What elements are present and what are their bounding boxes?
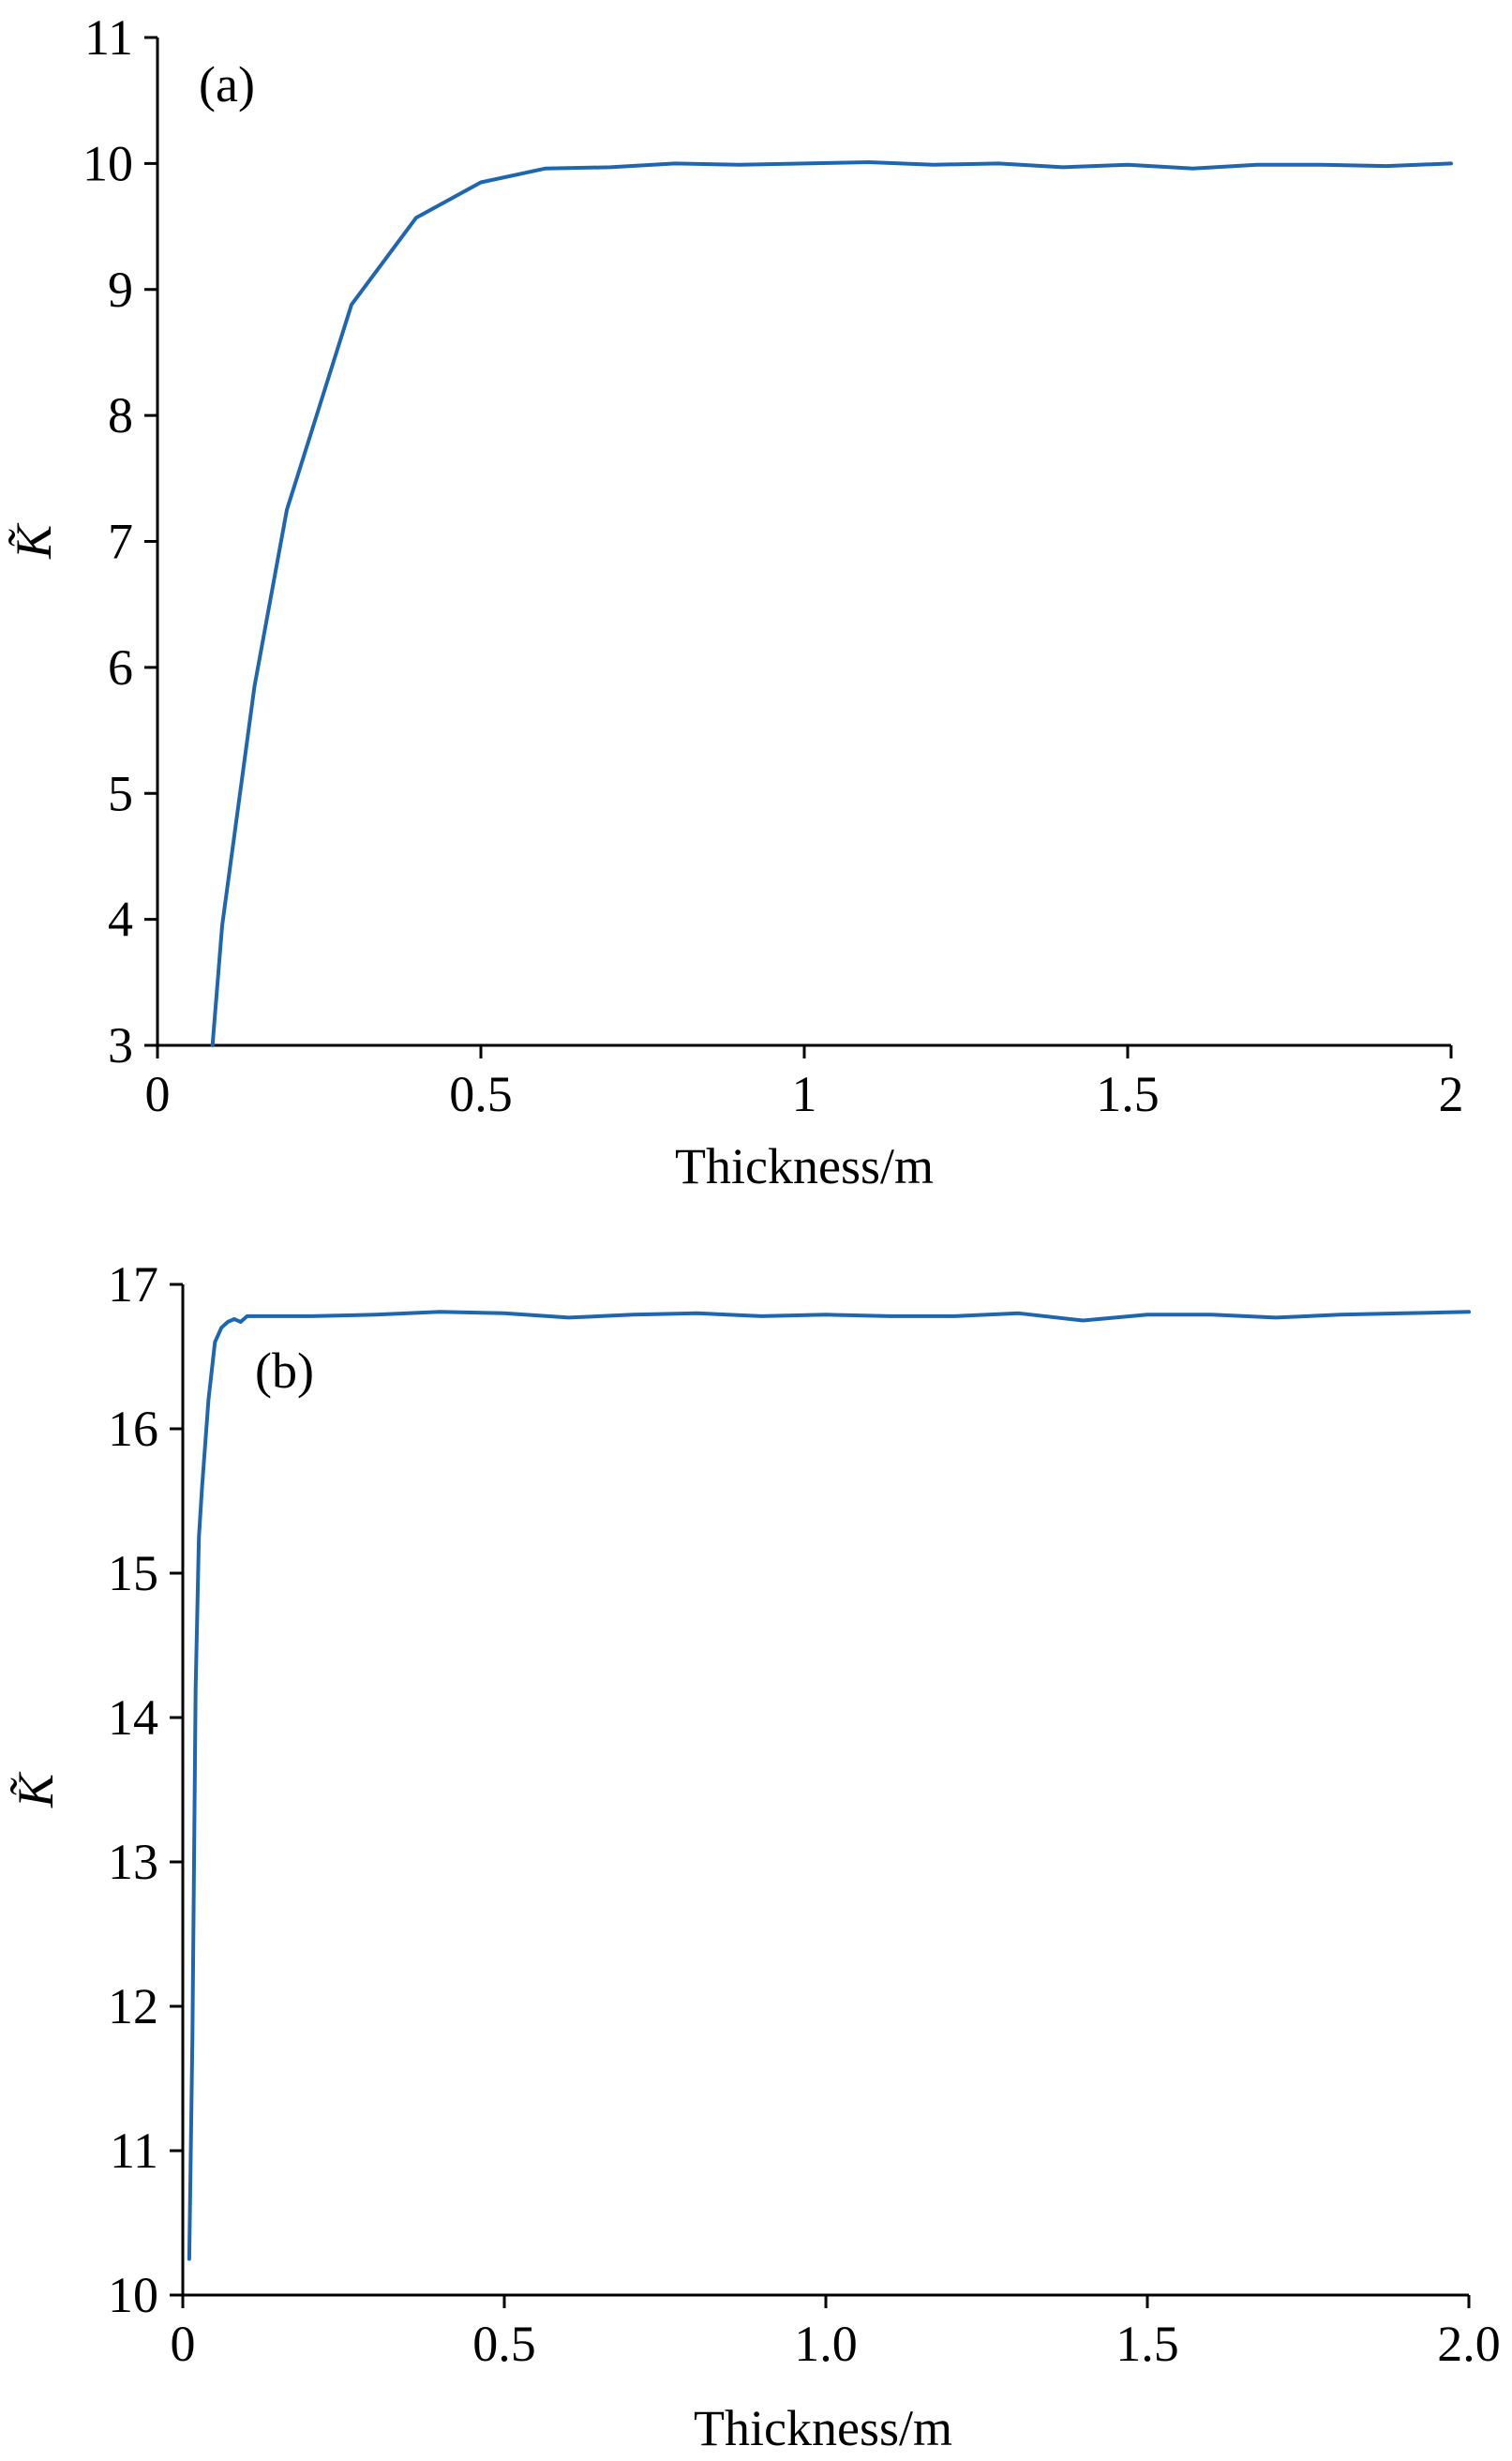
y-axis-line — [156, 38, 1451, 1047]
y-tick-label: 16 — [108, 1401, 158, 1457]
y-tick-label: 12 — [108, 1978, 158, 2034]
x-tick-label: 1.0 — [794, 2316, 858, 2372]
y-axis-title: K̃ — [6, 522, 62, 560]
y-tick-label: 10 — [108, 2267, 158, 2323]
y-tick-label: 6 — [108, 639, 133, 696]
y-tick-label: 4 — [108, 892, 133, 948]
x-tick-label: 1.5 — [1115, 2316, 1179, 2372]
y-tick-label: 7 — [108, 514, 133, 570]
y-tick-label: 11 — [84, 9, 133, 66]
x-tick-label: 2.0 — [1437, 2316, 1501, 2372]
x-tick-label: 2 — [1439, 1066, 1464, 1122]
series-line — [187, 1310, 1471, 2261]
y-tick-label: 11 — [110, 2123, 158, 2179]
x-tick-label: 1.5 — [1096, 1066, 1160, 1122]
y-tick-label: 17 — [108, 1256, 158, 1313]
x-axis-title: Thickness/m — [675, 1138, 934, 1194]
y-tick-label: 9 — [108, 262, 133, 318]
series-line — [210, 160, 1453, 1047]
chart-panel-a: 3 4 5 6 7 8 9 10 11 0 0.5 1 1.5 2 (a) Thickness/m K̃ — [6, 9, 1464, 1194]
y-tick-label: 10 — [82, 135, 133, 191]
x-tick-label: 0.5 — [449, 1066, 513, 1122]
panel-label: (b) — [255, 1343, 314, 1399]
panel-label: (a) — [199, 56, 255, 113]
x-tick-label: 1 — [792, 1066, 817, 1122]
y-tick-label: 5 — [108, 765, 133, 821]
y-tick-label: 3 — [108, 1017, 133, 1073]
y-ticks: 10 11 12 13 14 15 16 17 — [108, 1256, 183, 2323]
y-axis-title: K̃ — [7, 1771, 64, 1808]
y-axis-line — [181, 1284, 1469, 2297]
x-ticks: 0 0.5 1 1.5 2 — [145, 1045, 1464, 1122]
y-tick-label: 8 — [108, 387, 133, 443]
chart-panel-b: 10 11 12 13 14 15 16 17 0 0.5 1.0 1.5 2.0 (b) Thick… — [7, 1256, 1501, 2456]
x-tick-label: 0 — [145, 1066, 171, 1122]
y-tick-label: 13 — [108, 1834, 158, 1890]
y-ticks: 3 4 5 6 7 8 9 10 11 — [82, 9, 157, 1073]
x-tick-label: 0 — [171, 2316, 196, 2372]
x-ticks: 0 0.5 1.0 1.5 2.0 — [171, 2295, 1501, 2372]
y-tick-label: 15 — [108, 1545, 158, 1601]
x-axis-title: Thickness/m — [694, 2400, 952, 2456]
x-tick-label: 0.5 — [472, 2316, 536, 2372]
y-tick-label: 14 — [108, 1689, 158, 1746]
